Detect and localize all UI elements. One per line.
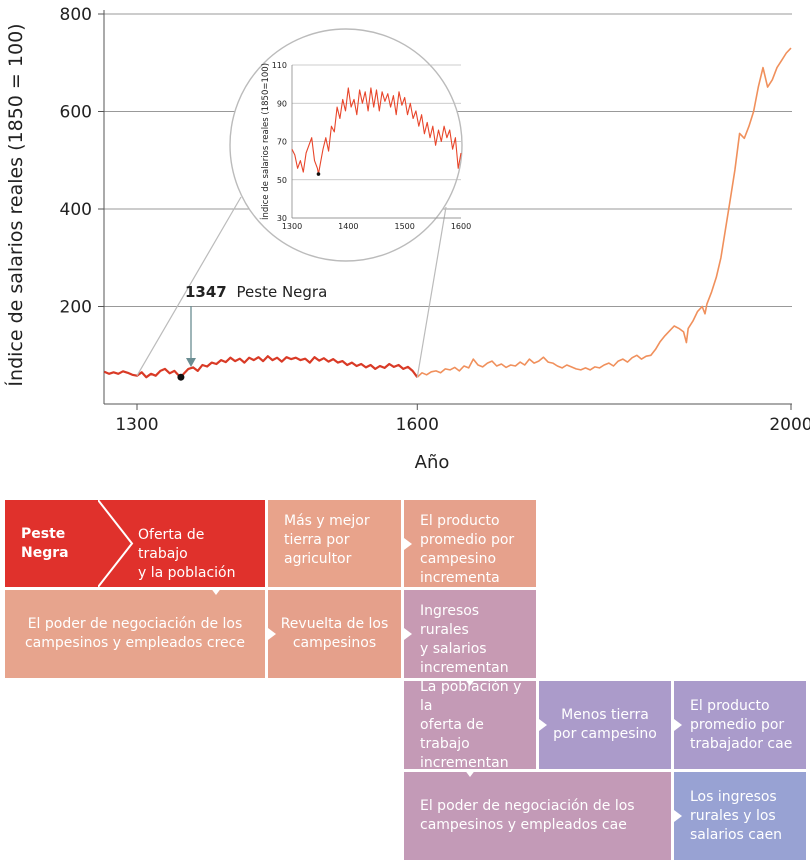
diagram-box-line: y salarios: [420, 641, 487, 657]
diagram-box-producto-promedio: El producto promedio por campesino incremen…: [404, 500, 536, 587]
diagram-box-line: Oferta de trabajo: [138, 527, 205, 562]
diagram-box-line: incrementa: [420, 570, 500, 586]
diagram-box-line: campesino: [420, 551, 497, 567]
diagram-box-line: agricultor: [284, 551, 352, 567]
diagram-box-peste-negra: Peste Negra: [5, 500, 103, 587]
diagram-box-line: Peste Negra: [21, 525, 69, 561]
wage-series: [103, 47, 792, 381]
diagram-box-ingresos-caen: Los ingresos rurales y los salarios caen: [674, 772, 806, 860]
wage-index-chart: 200 400 600 800 1300 1600 2000 Índice de sala…: [4, 5, 810, 473]
arrow-right-icon: [674, 719, 682, 731]
diagram-box-poder-cae: El poder de negociación de los campesinos…: [404, 772, 671, 860]
x-tick-label: 2000: [769, 415, 810, 435]
y-axis-ticks: 200 400 600 800: [60, 5, 104, 318]
zoom-line-right: [416, 206, 447, 378]
inset-zoom-lines: [136, 196, 447, 378]
annotation-year: 1347: [185, 283, 227, 301]
series-line-early: [103, 355, 419, 379]
diagram-box-line: El poder de negociación de los: [420, 798, 635, 814]
inset-y-tick-label: 70: [277, 138, 287, 147]
diagram-box-line: campesinos y empleados crece: [24, 635, 245, 651]
x-axis-ticks: 1300 1600 2000: [115, 404, 810, 435]
diagram-box-line: oferta de trabajo: [420, 716, 484, 752]
inset-y-tick-label: 90: [277, 99, 287, 108]
inset-peste-negra-point: [316, 172, 321, 176]
annotation-arrow-head: [186, 358, 196, 367]
diagram-box-menos-tierra: Menos tierra por campesino: [539, 681, 671, 769]
x-tick-label: 1600: [396, 415, 439, 435]
inset-x-tick-label: 1400: [338, 222, 358, 231]
diagram-box-line: tierra por: [284, 532, 350, 548]
diagram-box-line: El producto: [420, 513, 500, 529]
annotation-label: 1347 Peste Negra: [185, 283, 327, 301]
diagram-box-line: Revuelta de los: [280, 616, 389, 632]
diagram-box-line: Más y mejor: [284, 513, 370, 529]
zoom-line-left: [136, 196, 242, 377]
diagram-box-line: incrementan: [420, 660, 509, 676]
diagram-box-line: promedio por: [420, 532, 515, 548]
diagram-box-line: El producto: [690, 697, 770, 714]
inset-x-tick-label: 1600: [451, 222, 471, 231]
inset-y-axis-label: Índice de salarios reales (1850=100): [259, 63, 271, 220]
diagram-box-line: por campesino: [553, 726, 657, 742]
arrow-right-icon: [404, 538, 412, 550]
arrow-down-icon: [210, 587, 222, 595]
annotation-text: Peste Negra: [237, 283, 328, 301]
diagram-box-mas-tierra: Más y mejor tierra por agricultor: [268, 500, 401, 587]
y-tick-label: 400: [60, 200, 92, 220]
diagram-box-line: y la población: [138, 565, 236, 581]
x-tick-label: 1300: [115, 415, 158, 435]
inset-y-tick-label: 110: [272, 61, 287, 70]
inset-y-tick-label: 30: [277, 214, 287, 223]
arrow-right-icon: [539, 719, 547, 731]
diagram-box-line: incrementan: [420, 754, 509, 771]
y-axis-label: Índice de salarios reales (1850 = 100): [4, 23, 27, 386]
arrow-down-icon: [464, 769, 476, 777]
diagram-box-line: Los ingresos: [690, 788, 777, 805]
arrow-right-icon: [404, 628, 412, 640]
inset-x-tick-label: 1500: [394, 222, 414, 231]
diagram-box-producto-cae: El producto promedio por trabajador cae: [674, 681, 806, 769]
diagram-box-line: promedio por: [690, 716, 785, 733]
diagram-box-line: campesinos: [292, 635, 377, 651]
inset-x-tick-label: 1300: [282, 222, 302, 231]
inset-circle: [229, 28, 463, 262]
y-tick-label: 200: [60, 298, 92, 318]
diagram-box-revuelta: Revuelta de los campesinos: [268, 590, 401, 678]
arrow-down-icon: [464, 678, 476, 686]
peste-negra-annotation: 1347 Peste Negra: [185, 283, 327, 367]
x-axis-label: Año: [415, 452, 450, 473]
arrow-right-icon: [674, 810, 682, 822]
y-tick-label: 800: [60, 5, 92, 25]
peste-negra-point: [177, 373, 185, 381]
inset-chart: 30 50 70 90 110 1300 1400 1500 1600 Índice de sal…: [229, 28, 471, 262]
diagram-box-line: campesinos y empleados cae: [420, 817, 627, 833]
series-line-late: [416, 47, 792, 378]
diagram-box-ingresos-incrementan: Ingresos rurales y salarios incrementan: [404, 590, 536, 678]
diagram-box-line: Ingresos rurales: [420, 603, 480, 638]
diagram-box-line: Menos tierra: [561, 707, 649, 723]
diagram-box-line: La población y la: [420, 678, 522, 714]
diagram-box-poder-crece: El poder de negociación de los campesinos…: [5, 590, 265, 678]
diagram-box-line: trabajador cae: [690, 735, 793, 752]
y-tick-label: 600: [60, 103, 92, 123]
chevron-arrow-icon: [98, 500, 134, 587]
diagram-box-line: salarios caen: [690, 826, 783, 843]
diagram-box-poblacion-incrementan: La población y la oferta de trabajo increm…: [404, 678, 536, 771]
diagram-box-line: rurales y los: [690, 807, 776, 824]
arrow-right-icon: [268, 628, 276, 640]
inset-y-tick-label: 50: [277, 176, 287, 185]
diagram-box-line: El poder de negociación de los: [27, 616, 243, 632]
